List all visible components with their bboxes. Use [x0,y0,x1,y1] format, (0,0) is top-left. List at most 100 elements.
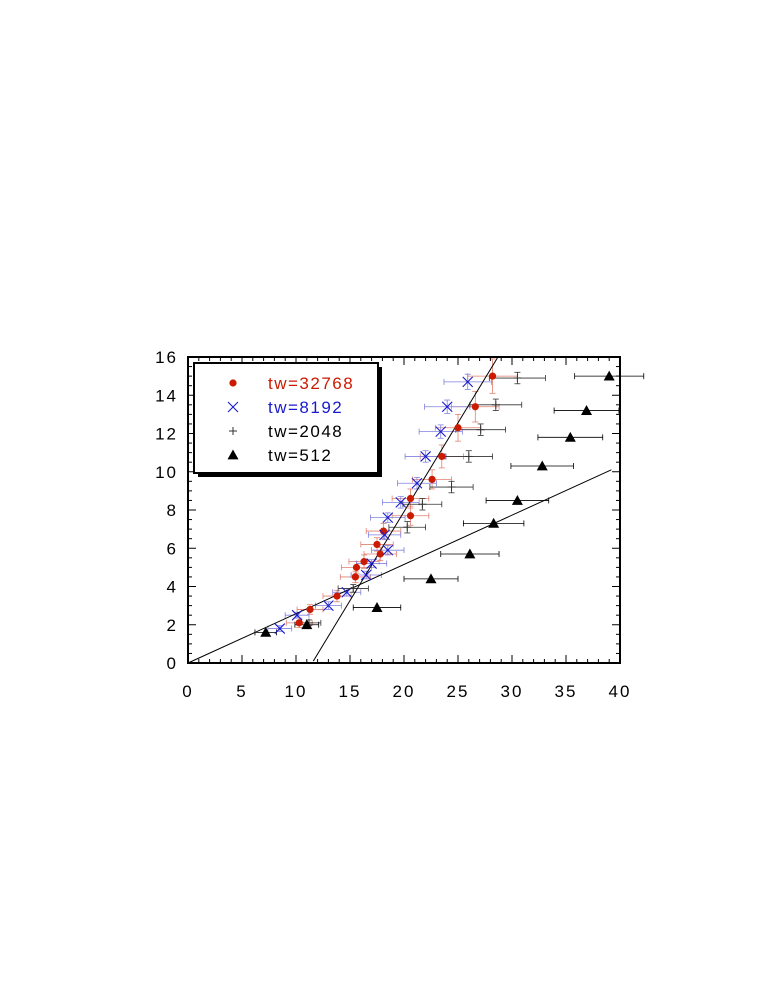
y-tick-label: 14 [155,386,178,405]
y-tick-label: 0 [167,654,178,673]
data-point [379,529,390,541]
data-point [323,600,334,612]
fit-line [187,469,612,664]
legend-marker [229,379,237,387]
data-point [488,517,500,528]
legend-label: tw=512 [268,446,332,465]
x-tick-label: 5 [236,682,247,701]
data-point [291,609,303,621]
data-point [491,400,500,409]
marker-x-stroke [379,529,390,541]
data-point [564,431,576,442]
data-point [352,563,361,571]
y-tick-label: 8 [167,501,178,520]
data-point [603,370,615,381]
marker-x-stroke [441,401,453,413]
data-point [447,483,456,492]
data-point [438,452,446,461]
y-tick-label: 6 [167,539,178,558]
fit-lines-layer [187,356,612,664]
data-point [295,619,303,627]
marker-x-stroke [420,451,431,462]
marker-x-stroke [227,401,239,413]
data-point [464,548,476,559]
y-axis-tick-labels: 0 2 4 6 8 10 12 14 16 [155,348,178,673]
data-point [379,527,388,535]
x-tick-label: 10 [285,682,308,701]
data-point [371,602,383,612]
x-axis-tick-labels: 0 5 10 15 20 25 30 35 40 [182,682,632,701]
data-point [511,494,523,505]
data-point [428,475,436,483]
legend-box [193,362,379,474]
data-point [306,605,314,614]
legend-marker [227,449,239,460]
data-point [425,573,437,584]
legend-marker [227,401,239,413]
marker-x-stroke [360,569,372,581]
data-point [376,550,384,558]
x-tick-label: 35 [555,682,578,701]
marker-x-stroke [462,376,474,388]
legend: tw=32768 tw=8192 tw=2048 tw=512 [193,362,382,477]
data-point [360,558,368,566]
data-point [274,623,286,634]
marker-x-stroke [435,426,447,437]
fit-line [312,356,499,662]
legend-entries: tw=32768 tw=8192 tw=2048 tw=512 [227,374,354,465]
data-point [462,376,474,388]
marker-x-stroke [382,512,394,524]
marker-x-stroke [291,609,303,621]
data-point [366,558,377,569]
data-point [373,540,381,549]
y-tick-label: 2 [167,616,178,635]
data-point [513,374,522,383]
data-point [382,544,394,556]
data-point [260,626,272,637]
data-point [471,403,479,411]
legend-marker [229,427,237,435]
data-point [382,512,394,524]
y-tick-label: 12 [155,425,178,444]
marker-x-stroke [382,544,394,556]
data-point [464,452,473,461]
x-tick-label: 0 [182,682,193,701]
data-point [454,424,462,432]
axis-ticks [187,356,621,664]
data-point [411,477,423,489]
data-point [476,425,485,434]
marker-x-stroke [366,558,377,569]
data-point [441,401,453,413]
data-point [536,460,548,471]
data-point [406,494,415,503]
marker-x-stroke [274,623,286,634]
data-point [301,619,313,630]
legend-label: tw=2048 [268,422,343,441]
data-point [406,512,415,520]
marker-x-stroke [323,600,334,612]
data-point [403,523,412,532]
legend-label: tw=8192 [268,398,343,417]
data-point [349,584,358,593]
x-tick-label: 20 [393,682,416,701]
marker-x-stroke [411,477,423,489]
data-point [420,451,431,462]
data-point [488,372,497,380]
y-tick-label: 16 [155,348,178,367]
x-tick-label: 15 [339,682,362,701]
data-point [435,426,447,437]
data-point [360,569,372,581]
x-tick-label: 30 [501,682,524,701]
legend-label: tw=32768 [268,374,354,393]
y-tick-label: 10 [155,463,178,482]
y-tick-label: 4 [167,578,178,597]
data-point [418,500,427,509]
data-point [333,592,341,600]
data-point [351,573,359,581]
markers-layer [260,370,615,637]
x-tick-label: 25 [447,682,470,701]
data-point [581,405,593,415]
x-tick-label: 40 [609,682,632,701]
marker-x-stroke [395,496,407,508]
